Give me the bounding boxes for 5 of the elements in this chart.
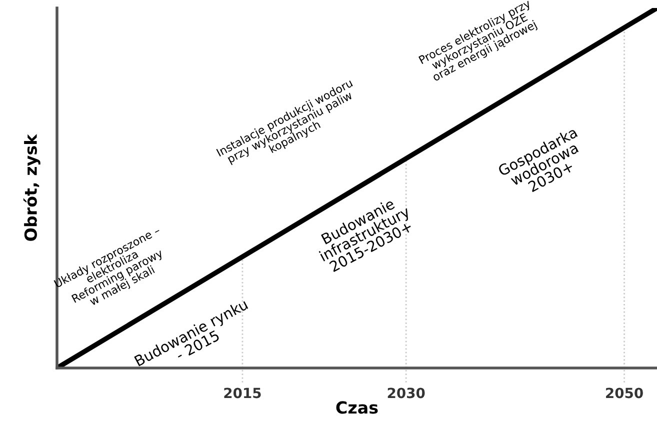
x-tick-label: 2015 <box>224 388 261 398</box>
y-axis-title: Obrót, zysk <box>23 134 40 241</box>
x-tick-label: 2030 <box>388 388 425 398</box>
x-tick-label: 2050 <box>606 388 643 398</box>
x-axis-title: Czas <box>336 401 378 414</box>
